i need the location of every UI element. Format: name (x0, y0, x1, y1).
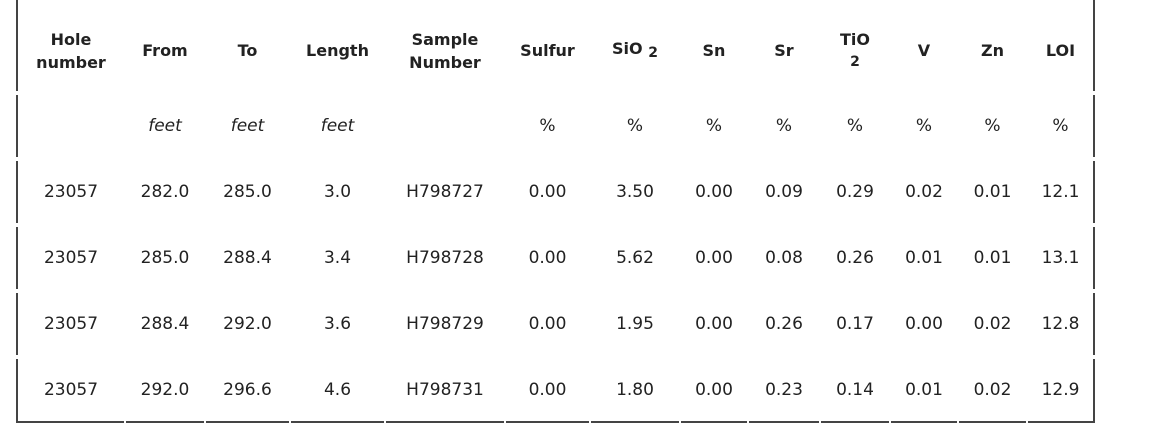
data-cell: 0.00 (695, 314, 733, 334)
data-cell: 23057 (16, 227, 124, 289)
data-cell: 0.02 (959, 359, 1026, 423)
data-cell: 0.00 (528, 182, 567, 202)
data-cell: H798731 (386, 359, 504, 423)
unit-cell: % (915, 116, 933, 136)
data-cell: 0.01 (905, 248, 943, 268)
column-header: LOI (1028, 0, 1095, 91)
data-cell: 3.6 (323, 314, 352, 334)
data-cell: 288.4 (223, 248, 272, 268)
data-cell: 4.6 (291, 359, 384, 423)
data-table: Hole number From To Length Sample Number Sulf… (14, 0, 1097, 427)
data-cell: 0.00 (528, 314, 567, 334)
header-text: TiO (840, 29, 870, 49)
data-cell: 12.8 (1028, 293, 1095, 355)
data-cell: 0.29 (836, 182, 874, 202)
column-header: Sr (774, 41, 794, 60)
data-cell: 1.80 (591, 359, 679, 423)
data-cell: 292.0 (223, 314, 272, 334)
data-cell: 285.0 (223, 182, 272, 202)
data-cell: 0.00 (506, 359, 589, 423)
unit-cell: % (775, 116, 793, 136)
unit-cell: % (1028, 95, 1095, 157)
data-cell: 3.4 (323, 248, 352, 268)
data-row: 23057 285.0 288.4 3.4 H798728 0.00 5.62 0.00 0.0… (16, 227, 1095, 289)
data-cell: 0.01 (973, 248, 1012, 268)
data-cell: 0.00 (528, 248, 567, 268)
column-header: Sulfur (520, 41, 575, 60)
header-subscript: 2 (850, 53, 860, 70)
unit-cell (386, 95, 504, 157)
data-cell: 23057 (16, 293, 124, 355)
data-cell: 0.00 (695, 182, 733, 202)
column-header: SiO 2 (591, 0, 679, 91)
unit-cell: % (984, 116, 1001, 136)
data-cell: 12.9 (1028, 359, 1095, 423)
data-cell: 292.0 (126, 359, 204, 423)
unit-cell: % (705, 116, 723, 136)
data-cell: 0.17 (836, 314, 874, 334)
column-header: Sample Number (409, 29, 481, 72)
data-cell: 0.02 (973, 314, 1012, 334)
unit-cell: feet (230, 116, 265, 136)
data-cell: 23057 (16, 161, 124, 223)
unit-cell (16, 95, 124, 157)
column-header: Sn (702, 41, 726, 60)
data-cell: 23057 (16, 359, 124, 423)
unit-cell: feet (320, 116, 355, 136)
data-cell: 5.62 (616, 248, 654, 268)
unit-cell: % (539, 116, 556, 136)
data-cell: 0.09 (765, 182, 803, 202)
data-cell: H798728 (406, 248, 484, 268)
data-cell: 0.00 (695, 248, 733, 268)
column-header: V (917, 41, 931, 60)
column-header: Hole number (16, 0, 124, 91)
data-cell: 3.50 (616, 182, 654, 202)
unit-cell: % (626, 116, 644, 136)
data-cell: H798727 (406, 182, 484, 202)
data-cell: 282.0 (140, 182, 190, 202)
data-cell: 1.95 (616, 314, 654, 334)
data-row: 23057 292.0 296.6 4.6 H798731 0.00 1.80 0.00 0.2… (16, 359, 1095, 423)
data-cell: 0.01 (973, 182, 1012, 202)
column-header: Zn (981, 41, 1004, 60)
units-row: feet feet feet%%%%%%%% (16, 95, 1095, 157)
data-cell: 13.1 (1028, 227, 1095, 289)
data-cell: 0.26 (765, 314, 803, 334)
data-row: 23057 282.0 285.0 3.0 H798727 0.00 3.50 0.00 0.0… (16, 161, 1095, 223)
data-cell: 0.26 (836, 248, 874, 268)
data-cell: 285.0 (140, 248, 190, 268)
data-cell: 0.08 (765, 248, 803, 268)
data-cell: 0.00 (905, 314, 943, 334)
column-header: To (237, 41, 258, 60)
column-header: Length (306, 41, 369, 60)
unit-cell: % (846, 116, 864, 136)
header-row: Hole number From To Length Sample Number Sulf… (16, 0, 1095, 91)
column-header: From (142, 41, 188, 60)
data-cell: 12.1 (1028, 161, 1095, 223)
data-cell: 0.23 (749, 359, 819, 423)
data-cell: 3.0 (323, 182, 352, 202)
data-cell: 288.4 (140, 314, 190, 334)
data-cell: 0.01 (891, 359, 957, 423)
unit-cell: feet (148, 116, 182, 136)
header-text: SiO (612, 38, 643, 58)
data-cell: 0.00 (681, 359, 747, 423)
header-subscript: 2 (648, 44, 658, 61)
data-cell: H798729 (406, 314, 484, 334)
data-cell: 296.6 (206, 359, 289, 423)
data-row: 23057 288.4 292.0 3.6 H798729 0.00 1.95 0.00 0.2… (16, 293, 1095, 355)
data-cell: 0.14 (821, 359, 889, 423)
data-cell: 0.02 (905, 182, 943, 202)
column-header: TiO 2 (821, 0, 889, 91)
